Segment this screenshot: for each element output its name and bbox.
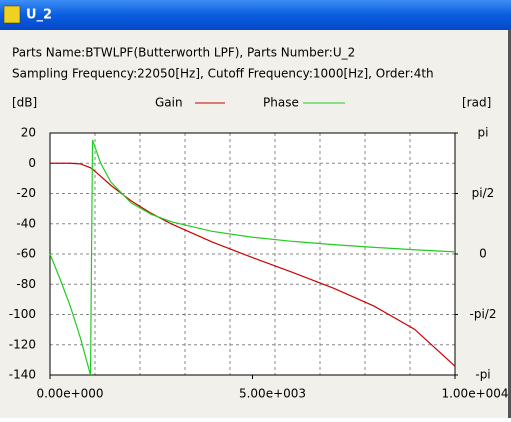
app-icon xyxy=(3,5,21,24)
title-bar[interactable] xyxy=(0,0,511,30)
y2-tick-label: pi xyxy=(478,126,489,140)
series-line xyxy=(49,139,456,376)
y-tick-label: -120 xyxy=(9,337,36,351)
y-axis-label: [dB] xyxy=(12,96,37,110)
y-tick-label: -20 xyxy=(16,186,36,200)
y-tick-label: -40 xyxy=(16,216,36,230)
x-tick-label: 0.00e+000 xyxy=(36,387,103,401)
y-tick-label: 0 xyxy=(28,156,36,170)
y2-tick-label: 0 xyxy=(479,247,487,261)
window-title: U_2 xyxy=(26,8,52,23)
legend-label: Phase xyxy=(263,96,299,110)
y2-tick-label: -pi/2 xyxy=(470,307,497,321)
y2-tick-label: pi/2 xyxy=(472,186,495,200)
legend-label: Gain xyxy=(155,96,183,110)
x-tick-label: 5.00e+003 xyxy=(239,387,306,401)
y2-tick-label: -pi xyxy=(475,368,490,382)
y2-axis-label: [rad] xyxy=(462,96,491,110)
y-tick-label: -100 xyxy=(9,307,36,321)
y-tick-label: -80 xyxy=(16,277,36,291)
info-line: Sampling Frequency:22050[Hz], Cutoff Fre… xyxy=(12,67,434,81)
window-border xyxy=(508,30,511,418)
series-line xyxy=(50,162,456,367)
y-tick-label: -140 xyxy=(9,368,36,382)
y-tick-label: -60 xyxy=(16,247,36,261)
x-tick-label: 1.00e+004 xyxy=(441,387,508,401)
y-tick-label: 20 xyxy=(21,126,36,140)
info-line: Parts Name:BTWLPF(Butterworth LPF), Part… xyxy=(12,46,355,60)
